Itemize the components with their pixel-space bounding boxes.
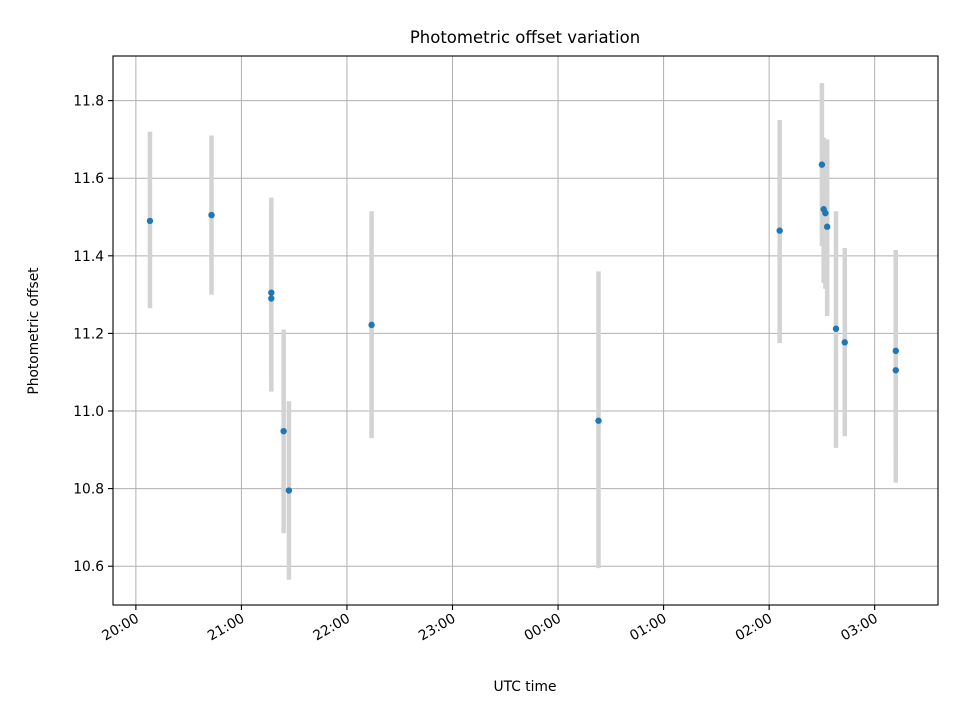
data-point <box>268 289 275 296</box>
x-tick-label: 03:00 <box>838 611 880 645</box>
y-tick-label: 10.6 <box>73 559 104 575</box>
x-tick-label: 01:00 <box>627 611 669 645</box>
y-tick-label: 11.2 <box>73 326 104 342</box>
y-tick-label: 11.6 <box>73 171 104 187</box>
x-ticks: 20:00 21:00 22:00 23:00 00:00 01:00 02:00 03:00 <box>99 605 881 645</box>
chart-title: Photometric offset variation <box>410 28 640 47</box>
y-tick-label: 11.0 <box>73 404 104 420</box>
data-point <box>818 161 826 168</box>
data-point <box>368 321 375 329</box>
errorbars <box>147 83 899 580</box>
data-point <box>892 367 899 374</box>
data-point <box>776 227 783 234</box>
data-point <box>832 325 840 332</box>
data-point <box>595 417 602 424</box>
x-tick-label: 23:00 <box>416 611 458 645</box>
data-point <box>822 209 829 217</box>
x-tick-label: 00:00 <box>522 611 564 645</box>
x-tick-label: 02:00 <box>733 611 775 645</box>
x-tick-label: 21:00 <box>205 611 247 645</box>
data-point <box>841 339 848 346</box>
x-axis-label: UTC time <box>494 679 557 695</box>
y-axis-label: Photometric offset <box>26 267 42 395</box>
data-points <box>146 161 899 494</box>
data-point <box>892 347 899 355</box>
data-point <box>146 217 154 225</box>
x-tick-label: 22:00 <box>311 611 353 645</box>
data-point <box>208 211 215 219</box>
data-point <box>268 295 275 302</box>
y-tick-label: 10.8 <box>73 482 104 498</box>
plot-frame <box>112 55 939 606</box>
y-tick-label: 11.8 <box>73 94 104 110</box>
data-point <box>285 487 293 494</box>
y-ticks: 10.6 10.8 11.0 11.2 11.4 11.6 11.8 <box>73 94 113 575</box>
x-tick-label: 20:00 <box>99 611 141 645</box>
grid <box>113 56 938 605</box>
y-tick-label: 11.4 <box>73 249 104 265</box>
data-point <box>823 223 831 230</box>
data-point <box>280 427 287 435</box>
